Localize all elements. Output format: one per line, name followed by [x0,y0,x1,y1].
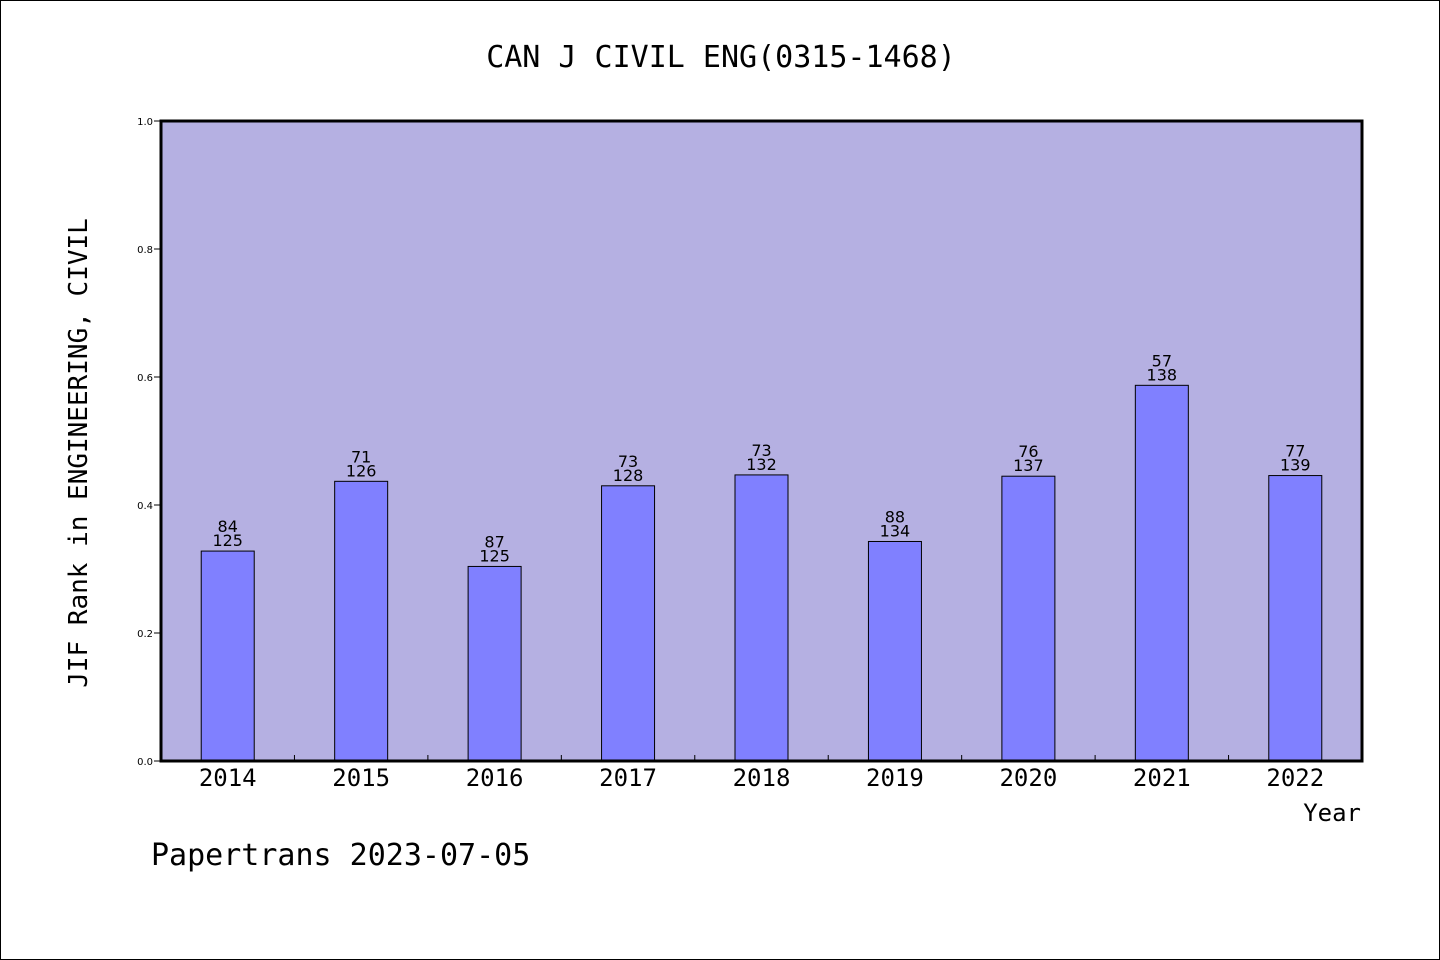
bar-2015 [334,480,389,762]
total-label: 128 [613,466,644,485]
x-tick-label: 2021 [1133,764,1191,792]
rank-label: 77 [1285,442,1305,461]
chart-title: CAN J CIVIL ENG(0315-1468) [486,40,956,75]
y-tick-label: 0.4 [137,501,153,512]
y-tick-label: 1.0 [137,117,153,128]
rank-label: 71 [351,447,371,466]
plot-border [159,119,1364,763]
y-tick-label: 0.0 [137,757,153,768]
total-label: 139 [1280,456,1311,475]
bars-layer [200,384,1323,762]
bar-2016 [467,565,522,762]
bar-2018 [734,474,789,762]
x-tick-label: 2017 [599,764,657,792]
y-tick-label: 0.6 [137,373,153,384]
total-label: 138 [1147,365,1178,384]
rank-label: 88 [885,507,905,526]
total-label: 134 [880,521,911,540]
y-tick-label: 0.8 [137,245,153,256]
footer-credit: Papertrans 2023-07-05 [151,838,530,873]
x-tick-label: 2014 [199,764,257,792]
x-axis-label: Year [1303,799,1361,827]
total-label: 125 [212,531,243,550]
rank-label: 73 [618,452,638,471]
x-tick-label: 2018 [733,764,791,792]
rank-label: 76 [1018,442,1038,461]
rank-label: 84 [218,517,238,536]
x-tick-label: 2020 [999,764,1057,792]
rank-label: 57 [1152,351,1172,370]
bar-2019 [867,540,922,762]
bar-2017 [601,485,656,762]
total-label: 126 [346,461,377,480]
y-axis: 0.0 0.2 0.4 0.6 0.8 1.0 [137,117,161,768]
x-tick-label: 2016 [466,764,524,792]
total-label: 132 [746,455,777,474]
y-tick-label: 0.2 [137,629,153,640]
bar-2014 [200,550,255,762]
bar-2021 [1134,384,1189,762]
rank-label: 87 [484,532,504,551]
total-label: 137 [1013,456,1044,475]
x-tick-label: 2022 [1266,764,1324,792]
x-axis: 2014 2015 2016 2017 2018 2019 2020 2021 2022 [199,755,1324,792]
x-tick-label: 2015 [332,764,390,792]
data-labels-layer: 8412571126871257312873132881347613757138… [212,351,1310,565]
bar-2022 [1268,475,1323,762]
y-axis-label: JIF Rank in ENGINEERING, CIVIL [64,218,94,688]
total-label: 125 [479,546,510,565]
bar-2020 [1001,475,1056,762]
x-tick-label: 2019 [866,764,924,792]
rank-label: 73 [751,441,771,460]
